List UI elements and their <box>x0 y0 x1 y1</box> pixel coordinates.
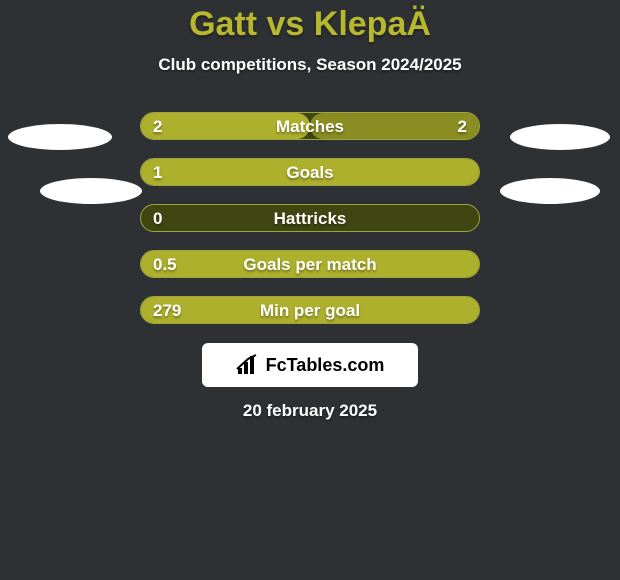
stat-row: 2 Matches 2 <box>0 103 620 149</box>
stat-label: Hattricks <box>141 205 479 233</box>
source-logo-text: FcTables.com <box>266 355 385 376</box>
stat-label: Goals <box>141 159 479 187</box>
stat-bar: 0.5 Goals per match <box>140 250 480 278</box>
snapshot-date: 20 february 2025 <box>0 401 620 421</box>
comparison-card: Gatt vs KlepaÄ Club competitions, Season… <box>0 0 620 580</box>
stat-label: Min per goal <box>141 297 479 325</box>
source-logo: FcTables.com <box>202 343 418 387</box>
page-title: Gatt vs KlepaÄ <box>0 6 620 43</box>
stats-container: 2 Matches 2 1 Goals 0 Hattricks <box>0 103 620 333</box>
stat-bar: 1 Goals <box>140 158 480 186</box>
stat-row: 0.5 Goals per match <box>0 241 620 287</box>
stat-label: Goals per match <box>141 251 479 279</box>
bar-chart-icon <box>236 354 260 376</box>
stat-value-right: 2 <box>458 113 467 141</box>
stat-row: 0 Hattricks <box>0 195 620 241</box>
stat-bar: 0 Hattricks <box>140 204 480 232</box>
stat-bar: 279 Min per goal <box>140 296 480 324</box>
stat-label: Matches <box>141 113 479 141</box>
stat-row: 279 Min per goal <box>0 287 620 333</box>
stat-bar: 2 Matches 2 <box>140 112 480 140</box>
page-subtitle: Club competitions, Season 2024/2025 <box>0 55 620 75</box>
stat-row: 1 Goals <box>0 149 620 195</box>
